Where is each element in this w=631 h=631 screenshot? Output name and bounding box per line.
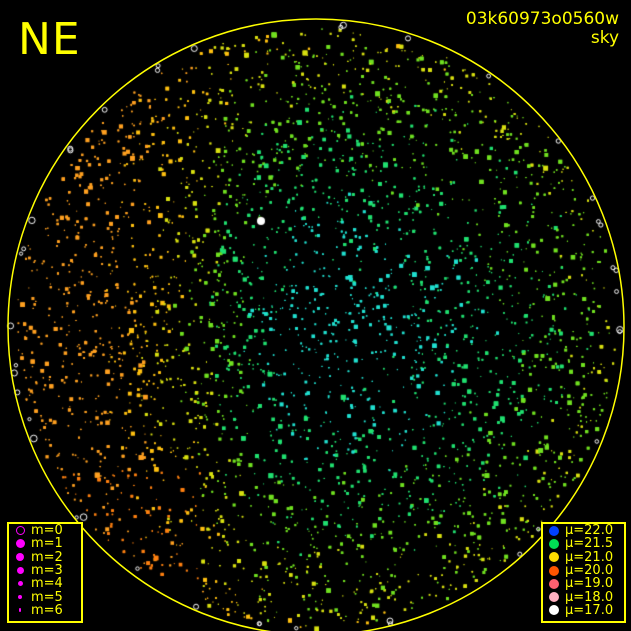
magnitude-marker-icon bbox=[9, 581, 31, 587]
magnitude-legend-item: m=6 bbox=[9, 602, 81, 618]
magnitude-marker-icon bbox=[9, 567, 31, 575]
magnitude-label: m=4 bbox=[31, 576, 63, 592]
brightness-label: μ=21.0 bbox=[565, 549, 614, 565]
magnitude-marker-icon bbox=[9, 608, 31, 613]
magnitude-legend-item: m=2 bbox=[9, 549, 81, 565]
brightness-swatch-icon bbox=[543, 538, 565, 549]
brightness-legend-item: μ=21.0 bbox=[543, 549, 624, 565]
brightness-legend: μ=22.0 μ=21.5 μ=21.0 μ=20.0 μ=19.0 μ=18.0 μ=17… bbox=[541, 522, 626, 623]
brightness-label: μ=21.5 bbox=[565, 536, 614, 552]
subtitle: sky bbox=[590, 28, 619, 48]
frame-id: 03k60973o0560w bbox=[465, 9, 619, 29]
brightness-swatch-icon bbox=[543, 525, 565, 536]
brightness-swatch-icon bbox=[543, 592, 565, 603]
magnitude-legend-item: m=4 bbox=[9, 576, 81, 592]
direction-label: NE bbox=[18, 14, 81, 65]
brightness-label: μ=18.0 bbox=[565, 589, 614, 605]
brightness-label: μ=22.0 bbox=[565, 523, 614, 539]
magnitude-label: m=0 bbox=[31, 523, 63, 539]
brightness-swatch-icon bbox=[543, 605, 565, 616]
brightness-legend-item: μ=17.0 bbox=[543, 602, 624, 618]
magnitude-marker-icon bbox=[9, 595, 31, 600]
magnitude-label: m=6 bbox=[31, 602, 63, 618]
magnitude-marker-icon bbox=[9, 526, 31, 536]
magnitude-legend: m=0 m=1 m=2 m=3 m=4 m=5 m=6 bbox=[7, 522, 83, 623]
brightness-label: μ=19.0 bbox=[565, 576, 614, 592]
magnitude-marker-icon bbox=[9, 553, 31, 562]
brightness-swatch-icon bbox=[543, 578, 565, 589]
brightness-label: μ=20.0 bbox=[565, 563, 614, 579]
magnitude-legend-item: m=3 bbox=[9, 563, 81, 579]
brightness-legend-item: μ=19.0 bbox=[543, 576, 624, 592]
brightness-swatch-icon bbox=[543, 565, 565, 576]
title-block: 03k60973o0560w sky bbox=[466, 10, 619, 48]
brightness-label: μ=17.0 bbox=[565, 602, 614, 618]
magnitude-label: m=3 bbox=[31, 563, 63, 579]
brightness-legend-item: μ=20.0 bbox=[543, 563, 624, 579]
magnitude-marker-icon bbox=[9, 539, 31, 549]
brightness-legend-item: μ=21.5 bbox=[543, 536, 624, 552]
brightness-legend-item: μ=22.0 bbox=[543, 523, 624, 539]
brightness-swatch-icon bbox=[543, 552, 565, 563]
brightness-legend-item: μ=18.0 bbox=[543, 589, 624, 605]
magnitude-legend-item: m=5 bbox=[9, 589, 81, 605]
magnitude-legend-item: m=0 bbox=[9, 523, 81, 539]
magnitude-legend-item: m=1 bbox=[9, 536, 81, 552]
magnitude-label: m=5 bbox=[31, 589, 63, 605]
magnitude-label: m=2 bbox=[31, 549, 63, 565]
magnitude-label: m=1 bbox=[31, 536, 63, 552]
